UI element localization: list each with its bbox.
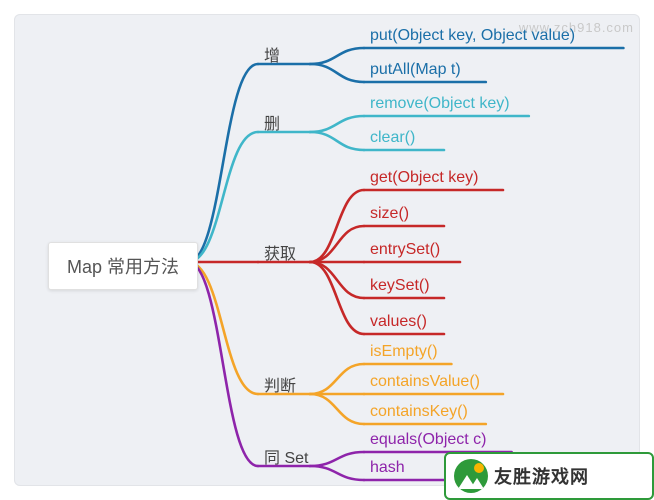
leaf-label: containsKey() (370, 403, 468, 421)
category-label: 判断 (264, 372, 296, 396)
leaf-label: containsValue() (370, 373, 480, 391)
root-label: Map 常用方法 (67, 257, 179, 277)
mindmap-canvas: www.zch918.com Map 常用方法 增put(Object key,… (14, 14, 640, 486)
leaf-label: values() (370, 313, 427, 331)
site-badge: 友胜游戏网 (444, 452, 654, 500)
root-node: Map 常用方法 (48, 242, 198, 290)
leaf-label: isEmpty() (370, 343, 438, 361)
leaf-label: putAll(Map t) (370, 61, 461, 79)
category-label: 增 (264, 42, 280, 66)
badge-logo-icon (454, 459, 488, 493)
badge-text: 友胜游戏网 (494, 463, 589, 489)
leaf-label: clear() (370, 129, 415, 147)
leaf-label: entrySet() (370, 241, 440, 259)
category-label: 同 Set (264, 444, 308, 468)
category-label: 删 (264, 110, 280, 134)
leaf-label: remove(Object key) (370, 95, 510, 113)
category-label: 获取 (264, 240, 296, 264)
leaf-label: hash (370, 459, 405, 477)
leaf-label: put(Object key, Object value) (370, 27, 575, 45)
leaf-label: keySet() (370, 277, 430, 295)
leaf-label: equals(Object c) (370, 431, 487, 449)
leaf-label: get(Object key) (370, 169, 478, 187)
leaf-label: size() (370, 205, 409, 223)
